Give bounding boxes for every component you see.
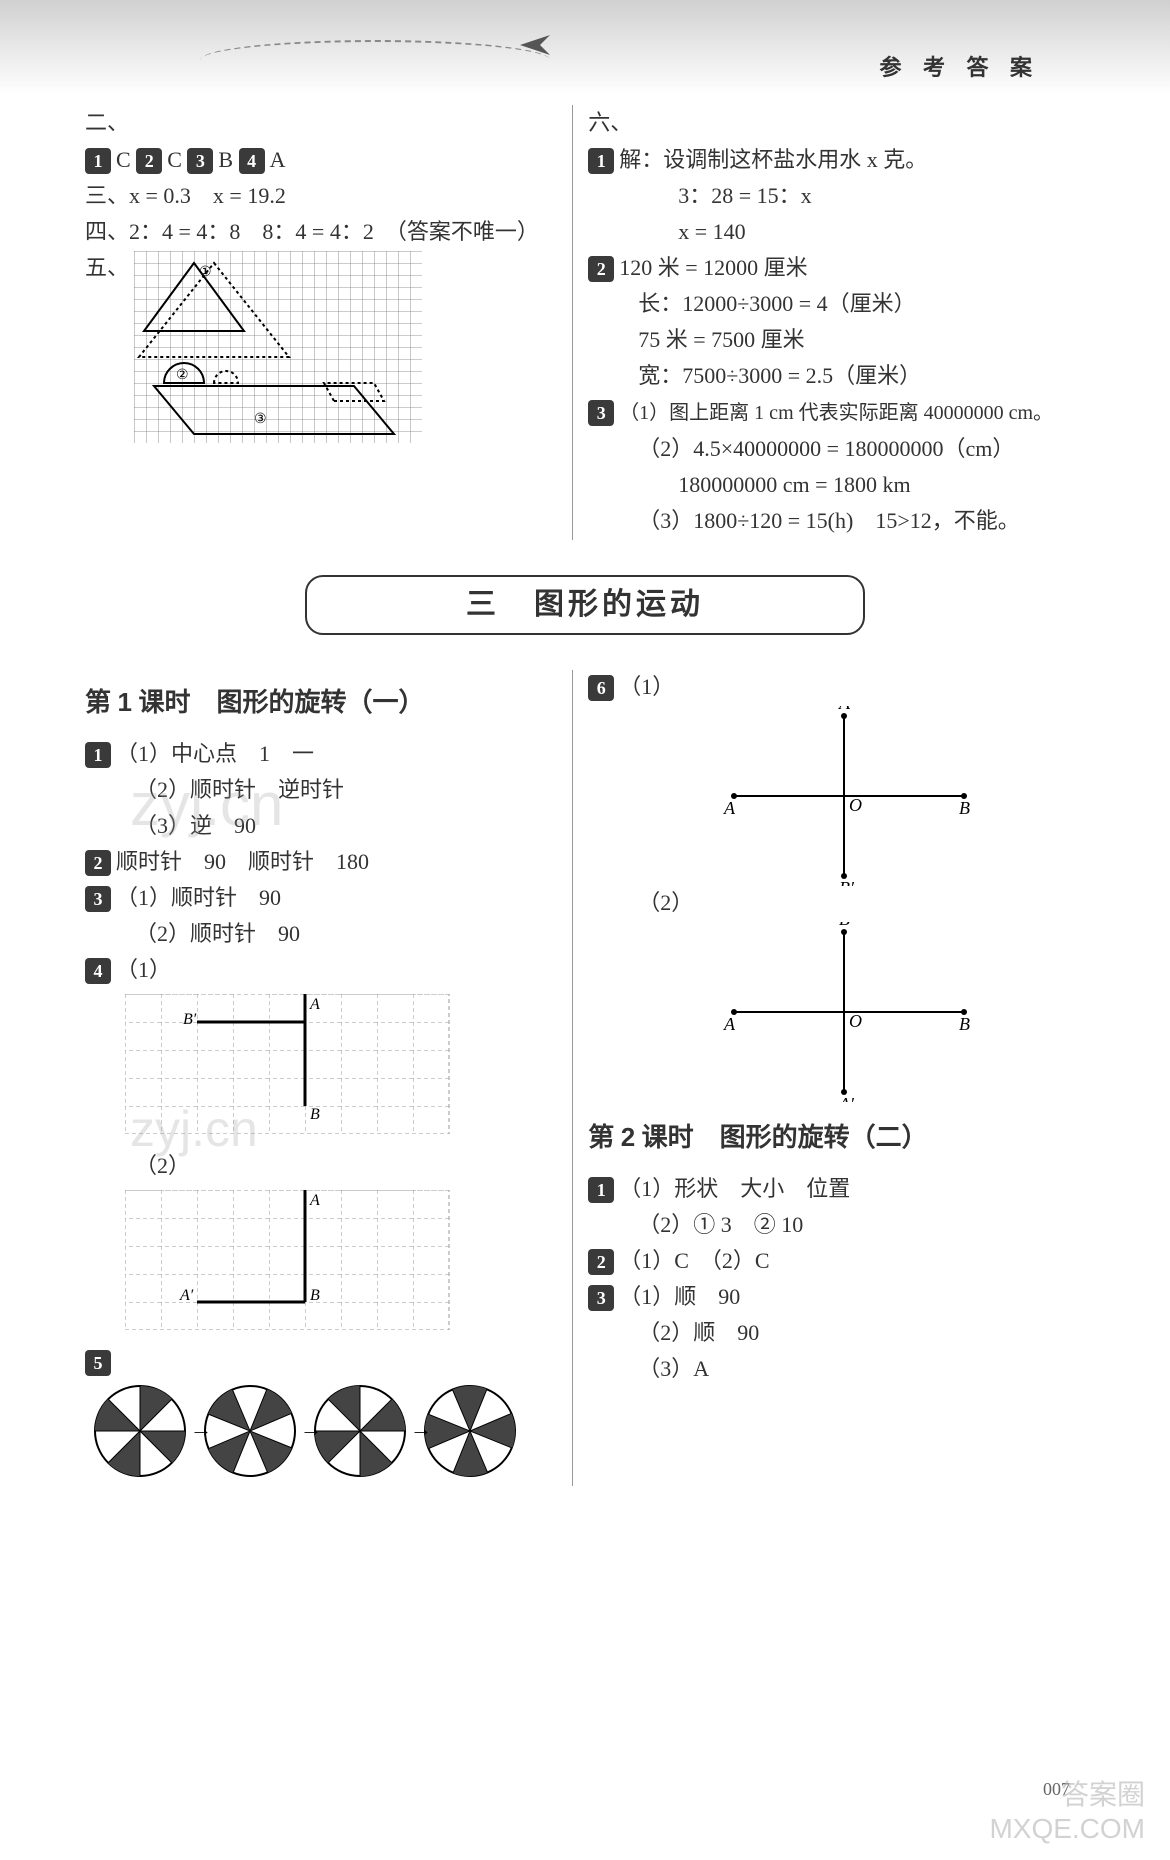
grid-4-1: A B′ B	[125, 994, 455, 1134]
svg-text:A: A	[723, 798, 736, 818]
svg-text:→: →	[410, 1416, 432, 1441]
axes-6-1: A B O A′ B′	[674, 706, 1014, 886]
br-q2: 2（1）C （2）C	[588, 1244, 1100, 1278]
svg-text:B: B	[310, 1106, 320, 1123]
bl-q4: 4（1）	[85, 953, 557, 987]
svg-text:A′: A′	[838, 706, 855, 713]
svg-text:A: A	[309, 996, 320, 1013]
axes-6-2: A B O B′ A′	[674, 922, 1014, 1102]
svg-text:A′: A′	[179, 1287, 194, 1304]
svg-text:B: B	[310, 1287, 320, 1304]
br-q6: 6（1）	[588, 670, 1100, 704]
watermark-bottom: 答案圈 MXQE.COM	[989, 1773, 1145, 1845]
header-title: 参 考 答 案	[879, 50, 1040, 82]
section-2-answers: 1C 2C 3B 4A	[85, 143, 557, 177]
svg-text:③: ③	[254, 412, 267, 427]
circles-5: → → →	[85, 1381, 535, 1481]
: 三 图形的运动	[305, 575, 865, 635]
lesson-2-title: 第 2 课时 图形的旋转（二）	[588, 1117, 1100, 1154]
svg-text:O: O	[849, 1011, 862, 1031]
bl-q5: 5	[85, 1345, 557, 1379]
bl-q2: 2顺时针 90 顺时针 180	[85, 845, 557, 879]
svg-text:②: ②	[176, 368, 189, 383]
svg-text:B′: B′	[839, 922, 855, 929]
svg-text:B: B	[959, 798, 970, 818]
svg-text:A: A	[723, 1014, 736, 1034]
svg-text:B′: B′	[183, 1011, 197, 1028]
section-2-label: 二、	[85, 105, 557, 137]
badge-2: 2	[136, 148, 162, 174]
svg-text:B: B	[959, 1014, 970, 1034]
bl-q3: 3（1）顺时针 90	[85, 881, 557, 915]
section-3: 三、x = 0.3 x = 19.2	[85, 179, 557, 213]
svg-text:A′: A′	[838, 1094, 855, 1102]
svg-text:A: A	[309, 1192, 320, 1209]
badge-1: 1	[85, 148, 111, 174]
q6-1: 1解：设调制这杯盐水用水 x 克。	[588, 143, 1100, 177]
svg-text:①: ①	[199, 265, 212, 280]
section-6-label: 六、	[588, 105, 1100, 137]
svg-text:→: →	[300, 1416, 322, 1441]
badge-3: 3	[187, 148, 213, 174]
svg-text:O: O	[849, 795, 862, 815]
diagram-5: ① ② ③	[134, 251, 434, 451]
q6-2: 2120 米 = 12000 厘米	[588, 251, 1100, 285]
grid-4-2: A A′ B	[125, 1190, 455, 1330]
bl-q1: 1（1）中心点 1 一	[85, 737, 557, 771]
br-q3: 3（1）顺 90	[588, 1280, 1100, 1314]
section-4: 四、2：4 = 4：8 8：4 = 4：2 （答案不唯一）	[85, 215, 557, 249]
lesson-1-title: 第 1 课时 图形的旋转（一）	[85, 682, 557, 719]
q6-3: 3（1）图上距离 1 cm 代表实际距离 40000000 cm。	[588, 395, 1100, 430]
svg-text:B′: B′	[839, 878, 855, 886]
section-5-label: 五、	[85, 251, 129, 285]
br-q1: 1（1）形状 大小 位置	[588, 1172, 1100, 1206]
svg-text:→: →	[190, 1416, 212, 1441]
badge-4: 4	[239, 148, 265, 174]
